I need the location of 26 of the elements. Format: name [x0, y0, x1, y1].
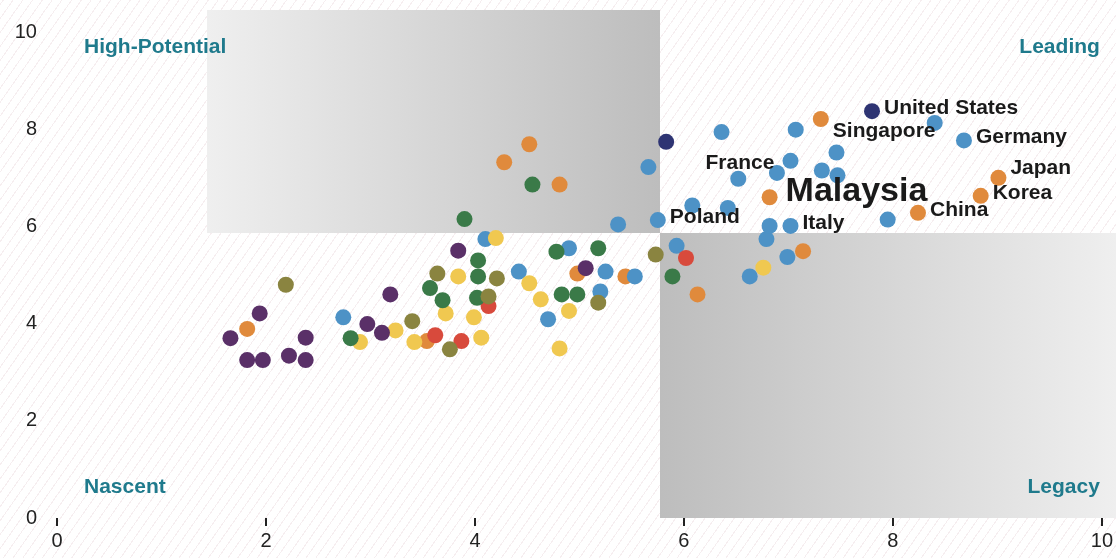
annotation: Leading [1019, 33, 1100, 57]
y-tick-label: 4 [25, 311, 37, 334]
annotation: Germany [975, 124, 1068, 148]
annotation: Poland [669, 203, 740, 227]
y-tick-label: 6 [25, 213, 37, 236]
x-tick-label: 6 [678, 528, 690, 551]
annotation: Nascent [84, 473, 166, 497]
annotation: Korea [992, 179, 1053, 203]
annotation: Legacy [1027, 473, 1101, 497]
x-tick-label: 10 [1090, 528, 1113, 551]
annotation: Italy [802, 209, 845, 233]
annotation: High-Potential [84, 33, 227, 57]
y-tick-label: 8 [25, 116, 37, 139]
x-tick-label: 2 [260, 528, 272, 551]
x-tick-label: 8 [887, 528, 899, 551]
y-tick-label: 10 [14, 19, 37, 42]
y-tick-label: 2 [25, 408, 37, 431]
x-tick-label: 0 [51, 528, 63, 551]
annotation: United States [884, 95, 1019, 119]
y-tick-label: 0 [25, 505, 37, 528]
annotation: Malaysia [785, 169, 929, 208]
annotation: China [929, 196, 989, 220]
x-tick-label: 4 [469, 528, 481, 551]
annotation: Singapore [832, 117, 936, 141]
annotation: France [705, 149, 775, 173]
annotation: Japan [1010, 154, 1072, 178]
